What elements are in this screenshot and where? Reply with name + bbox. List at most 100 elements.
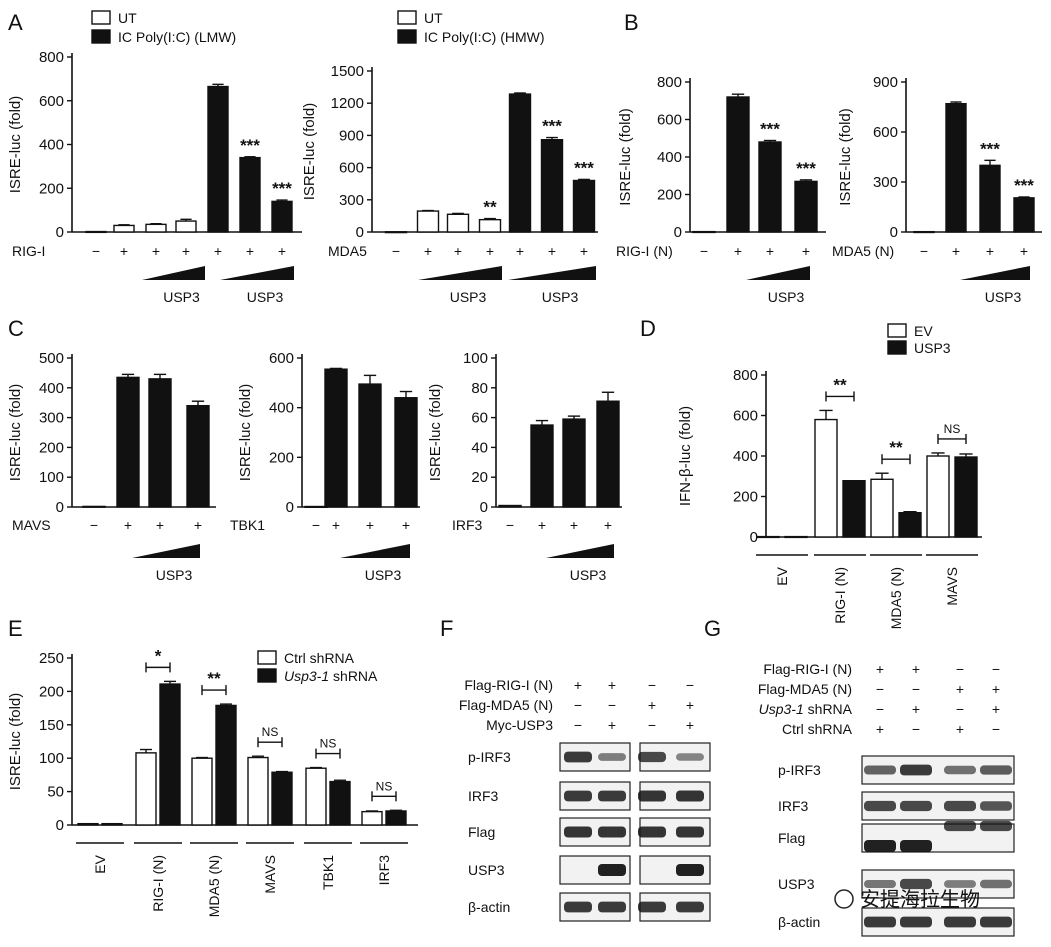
chart-a1-dose-wedge: [220, 266, 294, 280]
chart-b1-bar: [692, 230, 716, 234]
blot-g-band: [980, 916, 1012, 928]
blot-g-condition-mark: −: [992, 661, 1000, 677]
blot-f-band: [598, 753, 626, 761]
chart-d-bar: [842, 480, 866, 538]
chart-a2-dose-wedge: [508, 266, 596, 280]
chart-d-category-label: EV: [774, 566, 790, 585]
blot-g-band-label: USP3: [778, 876, 815, 892]
chart-b2-plusminus: +: [986, 243, 994, 259]
blot-f-condition-mark: +: [574, 677, 582, 693]
blot-g-band: [944, 765, 976, 775]
blot-g-band: [944, 820, 976, 832]
chart-c2-ytick-label: 600: [269, 350, 294, 367]
chart-e-bar: [305, 767, 327, 826]
chart-a1-bar: [271, 200, 293, 233]
chart-b2-significance: ***: [980, 139, 1000, 158]
chart-c3-plusminus: +: [604, 517, 612, 533]
chart-e-legend-swatch: [257, 650, 277, 665]
chart-a1-bar: [113, 224, 135, 233]
chart-e-category-label: IRF3: [376, 855, 392, 886]
chart-a2-dose-label: USP3: [450, 289, 487, 305]
chart-b1-significance: ***: [760, 120, 780, 139]
chart-d-ytick-label: 0: [750, 529, 758, 546]
blot-g-band: [980, 820, 1012, 832]
chart-a1-ytick-label: 400: [39, 137, 64, 154]
chart-b1-ytick-label: 0: [674, 224, 682, 241]
blot-f-band: [638, 901, 666, 913]
chart-a2-dose-label: USP3: [542, 289, 579, 305]
chart-a2-plusminus: +: [548, 243, 556, 259]
chart-b1-significance: ***: [796, 159, 816, 178]
chart-e-bar: [361, 810, 383, 826]
blot-f-band-label: β-actin: [468, 899, 510, 915]
chart-c2-row-label: TBK1: [230, 517, 265, 533]
blot-g-band-label: Flag: [778, 830, 805, 846]
chart-c3-bar: [530, 424, 554, 508]
chart-c1-bar: [82, 505, 106, 508]
blot-f-band-label: USP3: [468, 862, 505, 878]
chart-e-category-label: EV: [92, 854, 108, 873]
chart-a2-ytick-label: 0: [356, 224, 364, 241]
blot-g-condition-mark: +: [956, 681, 964, 697]
chart-e-bar: [191, 757, 213, 826]
chart-a1-ytick-label: 0: [56, 224, 64, 241]
chart-c2-plusminus: −: [312, 517, 320, 533]
chart-a1-bar: [239, 156, 261, 233]
chart-e-category-label: TBK1: [320, 855, 336, 890]
blot-f-condition-mark: −: [686, 677, 694, 693]
chart-b2-row-label: MDA5 (N): [832, 243, 894, 259]
blot-g-condition-mark: +: [876, 661, 884, 677]
chart-d-bar: [784, 535, 808, 539]
chart-e-ytick-label: 0: [56, 817, 64, 834]
chart-b2-dose-wedge: [960, 266, 1030, 280]
chart-a1-plusminus: +: [246, 243, 254, 259]
chart-c1-ytick-label: 300: [39, 410, 64, 427]
chart-d-legend-label: USP3: [914, 340, 951, 356]
chart-c3-ylabel: ISRE-luc (fold): [427, 384, 444, 482]
panel-label-a: A: [8, 10, 23, 35]
chart-d-bar: [870, 478, 894, 538]
chart-a1-plusminus: +: [278, 243, 286, 259]
chart-c2-plusminus: +: [366, 517, 374, 533]
chart-b1-ytick-label: 400: [657, 149, 682, 166]
chart-c1-plusminus: +: [156, 517, 164, 533]
chart-e-category-label: MAVS: [262, 855, 278, 894]
chart-c1-ytick-label: 400: [39, 380, 64, 397]
blot-f-band: [676, 790, 704, 802]
chart-b2-ytick-label: 0: [890, 224, 898, 241]
chart-a2-plusminus: +: [454, 243, 462, 259]
chart-b1-plusminus: +: [734, 243, 742, 259]
blot-g-band: [900, 878, 932, 890]
blot-f-band: [564, 790, 592, 802]
chart-c1-ytick-label: 0: [56, 499, 64, 516]
chart-c3-dose-label: USP3: [570, 567, 607, 583]
chart-e-legend-swatch: [257, 668, 277, 683]
chart-c1-ytick-label: 200: [39, 439, 64, 456]
chart-c1-ytick-label: 500: [39, 350, 64, 367]
panel-label-f: F: [440, 616, 453, 641]
blot-g-band-label: p-IRF3: [778, 762, 821, 778]
chart-a2-plusminus: +: [516, 243, 524, 259]
chart-a2-plusminus: +: [580, 243, 588, 259]
panel-label-g: G: [704, 616, 721, 641]
blot-f-band: [638, 790, 666, 802]
chart-a1-legend-label: UT: [118, 10, 137, 26]
panel-label-c: C: [8, 316, 24, 341]
blot-f-condition-mark: −: [648, 717, 656, 733]
blot-g-condition-mark: +: [992, 681, 1000, 697]
blot-f-band-label: p-IRF3: [468, 749, 511, 765]
chart-c2-plusminus: +: [402, 517, 410, 533]
blot-g-condition-mark: +: [992, 701, 1000, 717]
chart-e-ytick-label: 250: [39, 650, 64, 667]
blot-g-condition-mark: +: [876, 721, 884, 737]
chart-b1-bar: [794, 180, 818, 233]
chart-d-legend-swatch: [887, 323, 907, 338]
chart-d-bar: [898, 512, 922, 538]
chart-c3-ytick-label: 100: [463, 350, 488, 367]
chart-c3-plusminus: +: [570, 517, 578, 533]
blot-g-band-label: IRF3: [778, 798, 809, 814]
blot-f-band: [638, 826, 666, 838]
chart-a1-significance: ***: [240, 136, 260, 155]
blot-g-condition-mark: −: [876, 701, 884, 717]
